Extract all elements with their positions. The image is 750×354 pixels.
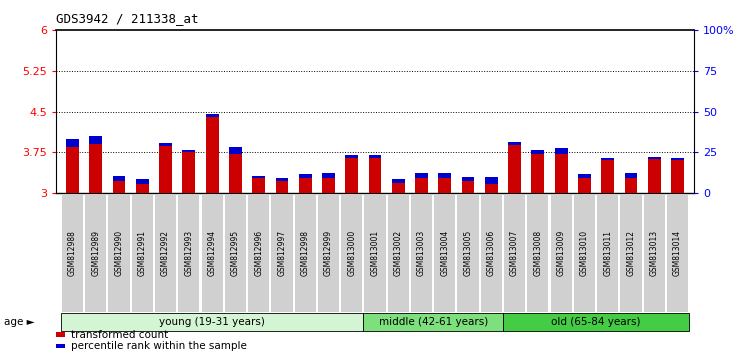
Bar: [625, 173, 638, 178]
Text: GSM813004: GSM813004: [440, 230, 449, 276]
Bar: [416, 173, 428, 178]
Bar: [345, 158, 358, 193]
Text: GSM813006: GSM813006: [487, 230, 496, 276]
Bar: [66, 139, 79, 147]
Text: young (19-31 years): young (19-31 years): [159, 317, 265, 327]
Bar: [275, 181, 288, 193]
Text: GSM813012: GSM813012: [626, 230, 635, 276]
Bar: [252, 176, 265, 178]
Text: old (65-84 years): old (65-84 years): [551, 317, 640, 327]
Text: GSM813003: GSM813003: [417, 230, 426, 276]
Text: GSM813000: GSM813000: [347, 230, 356, 276]
Bar: [392, 179, 405, 183]
Bar: [229, 154, 242, 193]
Bar: [485, 184, 498, 193]
Text: GSM812988: GSM812988: [68, 230, 77, 276]
Bar: [252, 178, 265, 193]
Bar: [298, 174, 311, 178]
Bar: [89, 136, 102, 144]
Bar: [182, 152, 195, 193]
Bar: [485, 177, 498, 184]
Bar: [368, 158, 382, 193]
Text: GSM813002: GSM813002: [394, 230, 403, 276]
Bar: [462, 177, 475, 181]
Bar: [462, 181, 475, 193]
Text: GSM812990: GSM812990: [115, 230, 124, 276]
Text: GSM812991: GSM812991: [138, 230, 147, 276]
Bar: [322, 173, 334, 178]
Text: GSM812998: GSM812998: [301, 230, 310, 276]
Bar: [671, 160, 684, 193]
Bar: [182, 149, 195, 152]
Text: GSM813010: GSM813010: [580, 230, 589, 276]
Bar: [648, 156, 661, 159]
Bar: [136, 179, 148, 184]
Bar: [89, 144, 102, 193]
Text: GSM812996: GSM812996: [254, 230, 263, 276]
Bar: [206, 117, 218, 193]
Bar: [509, 145, 521, 193]
Bar: [602, 158, 614, 160]
Bar: [298, 178, 311, 193]
Bar: [555, 154, 568, 193]
Text: GSM813011: GSM813011: [603, 230, 612, 276]
Text: age ►: age ►: [4, 317, 34, 327]
Text: GSM813007: GSM813007: [510, 230, 519, 276]
Text: percentile rank within the sample: percentile rank within the sample: [71, 341, 248, 351]
Bar: [602, 160, 614, 193]
Bar: [112, 181, 125, 193]
Bar: [509, 142, 521, 145]
Bar: [159, 143, 172, 146]
Bar: [439, 173, 452, 178]
Text: GSM813005: GSM813005: [464, 230, 472, 276]
Bar: [322, 178, 334, 193]
Text: GDS3942 / 211338_at: GDS3942 / 211338_at: [56, 12, 199, 25]
Bar: [578, 178, 591, 193]
Bar: [136, 184, 148, 193]
Bar: [345, 155, 358, 158]
Text: middle (42-61 years): middle (42-61 years): [379, 317, 488, 327]
Bar: [532, 149, 544, 154]
Bar: [578, 174, 591, 178]
Text: GSM813009: GSM813009: [556, 230, 566, 276]
Bar: [229, 147, 242, 154]
Text: GSM812994: GSM812994: [208, 230, 217, 276]
Text: transformed count: transformed count: [71, 330, 169, 339]
Text: GSM812997: GSM812997: [278, 230, 286, 276]
Text: GSM812992: GSM812992: [161, 230, 170, 276]
Bar: [648, 159, 661, 193]
Bar: [368, 155, 382, 158]
Text: GSM812999: GSM812999: [324, 230, 333, 276]
Text: GSM813013: GSM813013: [650, 230, 658, 276]
Bar: [159, 146, 172, 193]
Bar: [625, 178, 638, 193]
Bar: [206, 114, 218, 117]
Bar: [439, 178, 452, 193]
Text: GSM813014: GSM813014: [673, 230, 682, 276]
Bar: [66, 147, 79, 193]
Bar: [416, 178, 428, 193]
Bar: [555, 148, 568, 154]
Text: GSM812989: GSM812989: [92, 230, 100, 276]
Text: GSM813008: GSM813008: [533, 230, 542, 276]
Text: GSM812995: GSM812995: [231, 230, 240, 276]
Bar: [392, 183, 405, 193]
Bar: [112, 176, 125, 181]
Text: GSM812993: GSM812993: [184, 230, 194, 276]
Bar: [275, 178, 288, 181]
Bar: [532, 154, 544, 193]
Text: GSM813001: GSM813001: [370, 230, 380, 276]
Bar: [671, 158, 684, 160]
